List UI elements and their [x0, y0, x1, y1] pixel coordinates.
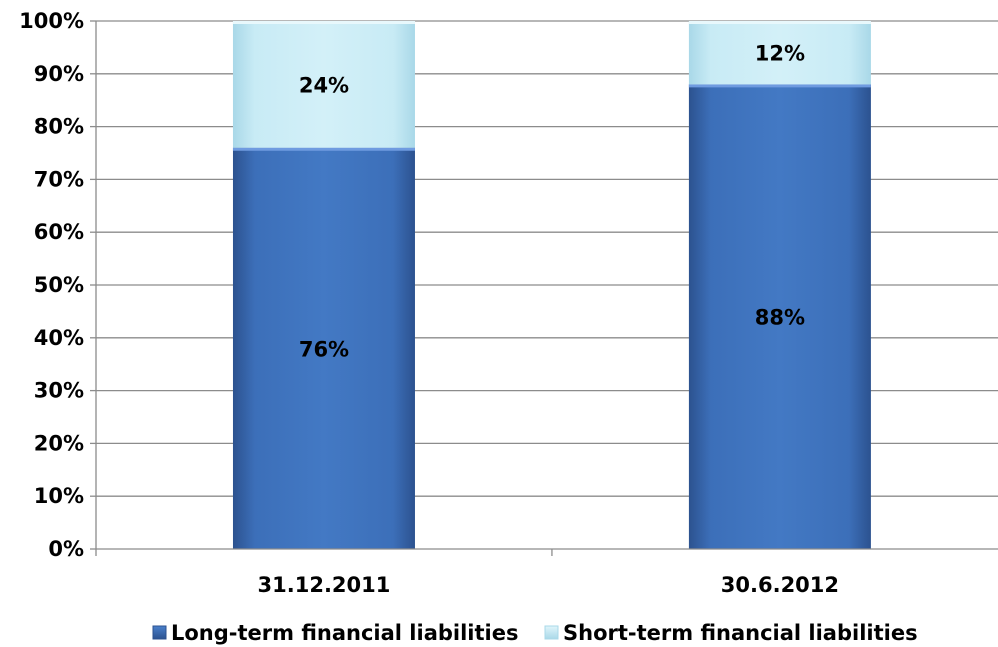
x-tick-label: 31.12.2011 — [258, 573, 391, 597]
data-label: 76% — [299, 337, 349, 361]
legend-swatch-short-term — [544, 625, 559, 640]
y-tick-label: 50% — [34, 273, 84, 297]
legend-label: Short-term financial liabilities — [563, 621, 918, 645]
y-tick-label: 10% — [34, 484, 84, 508]
x-tick-label: 30.6.2012 — [721, 573, 839, 597]
bar-short-term — [688, 21, 871, 85]
legend: Long-term financial liabilities Short-ter… — [152, 621, 918, 645]
data-label: 12% — [755, 42, 805, 66]
legend-label: Long-term financial liabilities — [171, 621, 518, 645]
bar-long-term — [232, 147, 415, 549]
axes: 0% 10% 20% 30% 40% 50% 60% 70% 80% 90% 100% 31.12.2… — [19, 9, 998, 597]
y-tick-label: 80% — [34, 115, 84, 139]
y-tick-label: 60% — [34, 220, 84, 244]
data-label: 88% — [755, 306, 805, 330]
bar-short-term — [232, 21, 415, 148]
y-tick-label: 20% — [34, 431, 84, 455]
bar-long-term — [688, 84, 871, 550]
bars — [232, 21, 871, 550]
data-labels: 76% 24% 88% 12% — [299, 42, 805, 362]
y-tick-label: 30% — [34, 379, 84, 403]
y-tick-label: 100% — [19, 9, 84, 33]
y-tick-label: 90% — [34, 62, 84, 86]
data-label: 24% — [299, 73, 349, 97]
y-tick-label: 40% — [34, 326, 84, 350]
legend-swatch-long-term — [152, 625, 167, 640]
y-tick-label: 0% — [48, 537, 84, 561]
y-tick-label: 70% — [34, 167, 84, 191]
